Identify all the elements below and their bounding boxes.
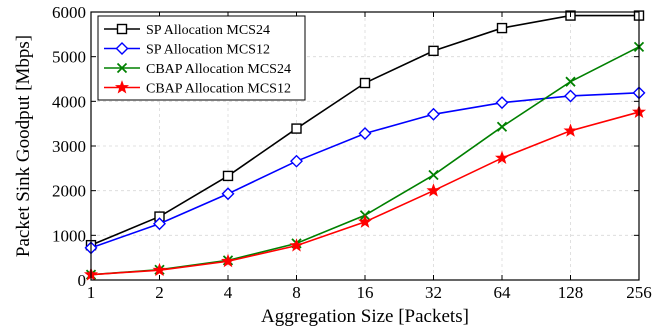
x-tick-label: 128 — [558, 283, 584, 302]
legend-label: SP Allocation MCS12 — [146, 43, 270, 58]
data-point-diamond — [290, 154, 303, 168]
x-tick-label: 64 — [494, 283, 512, 302]
x-tick-label: 16 — [357, 283, 374, 302]
data-point-diamond — [221, 187, 235, 201]
legend-entry: CBAP Allocation MCS12 — [104, 80, 291, 97]
y-tick-label: 2000 — [52, 182, 86, 201]
y-tick-label: 0 — [78, 271, 87, 290]
data-point-x — [428, 169, 439, 181]
legend-entry: SP Allocation MCS24 — [104, 23, 270, 38]
legend-label: SP Allocation MCS24 — [146, 23, 270, 38]
x-tick-label: 4 — [224, 283, 233, 302]
axis-ticks: 1 2 4 8 16 32 64 128 256 0 1000 2000 3000 4000 5000 600… — [52, 3, 652, 302]
y-axis-title: Packet Sink Goodput [Mbps] — [13, 35, 34, 257]
data-point-star — [494, 150, 510, 165]
data-point-star — [220, 253, 236, 268]
x-tick-label: 1 — [87, 283, 96, 302]
data-point-diamond — [427, 107, 440, 121]
data-point-diamond — [115, 42, 129, 55]
legend-entry: CBAP Allocation MCS24 — [104, 62, 291, 77]
y-tick-label: 4000 — [52, 92, 86, 111]
x-tick-label: 32 — [425, 283, 442, 302]
data-point-square — [496, 22, 508, 34]
data-point-x — [496, 121, 508, 132]
legend: SP Allocation MCS24 SP Allocation MCS12 CB… — [97, 15, 306, 101]
data-point-star — [289, 238, 304, 252]
data-point-diamond — [358, 127, 372, 140]
data-point-star — [114, 80, 130, 94]
y-tick-label: 5000 — [52, 48, 86, 67]
legend-label: CBAP Allocation MCS12 — [146, 82, 291, 97]
legend-box — [97, 15, 306, 101]
data-point-star — [426, 183, 441, 197]
data-point-star — [563, 123, 578, 137]
data-point-x — [116, 62, 128, 74]
data-point-square — [116, 23, 128, 35]
data-point-star — [357, 214, 373, 228]
y-tick-label: 1000 — [52, 226, 86, 245]
data-point-square — [359, 77, 371, 89]
legend-label: CBAP Allocation MCS24 — [146, 62, 291, 77]
data-point-square — [428, 45, 439, 57]
data-point-square — [291, 123, 302, 134]
x-tick-label: 2 — [155, 283, 164, 302]
legend-entry: SP Allocation MCS12 — [104, 42, 270, 58]
y-tick-label: 3000 — [52, 137, 86, 156]
data-point-star — [152, 262, 167, 277]
x-tick-label: 8 — [292, 283, 301, 302]
data-point-diamond — [564, 89, 577, 103]
data-point-x — [565, 76, 576, 87]
data-point-diamond — [495, 96, 509, 110]
data-point-square — [222, 170, 234, 182]
x-tick-label: 256 — [626, 283, 652, 302]
series-sp-allocation-mcs12 — [84, 86, 646, 255]
y-tick-label: 6000 — [52, 3, 86, 22]
data-point-diamond — [153, 217, 166, 231]
x-axis-title: Aggregation Size [Packets] — [261, 306, 469, 327]
